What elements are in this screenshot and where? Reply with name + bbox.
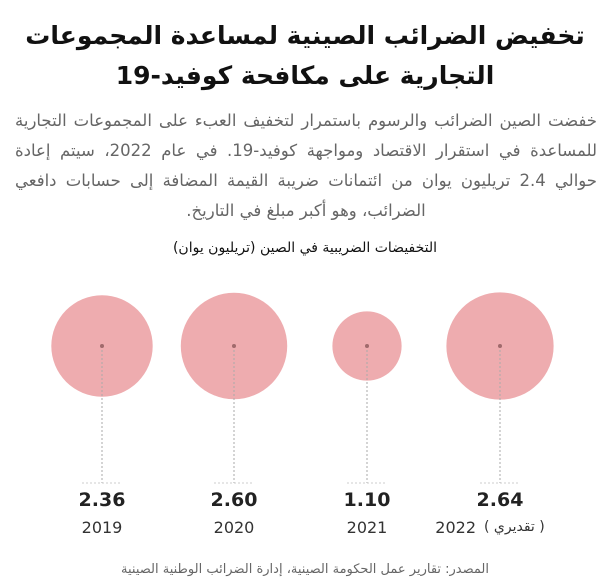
- bubble-center-dot: [100, 344, 104, 348]
- bubble-center-dot: [498, 344, 502, 348]
- year-label-2021: 2021: [346, 518, 388, 537]
- year-label-2022: 2022: [435, 518, 476, 537]
- intro-paragraph: خفضت الصين الضرائب والرسوم باستمرار لتخف…: [15, 111, 597, 220]
- value-label-2021: 1.10: [343, 489, 391, 511]
- chart-title: التخفيضات الضريبية في الصين (تريليون يوا…: [172, 240, 438, 256]
- year-label-2020: 2020: [213, 518, 255, 537]
- title-line-1: تخفيض الضرائب الصينية لمساعدة المجموعات: [25, 21, 585, 50]
- value-label-2022: 2.64: [476, 489, 524, 511]
- header-block: تخفيض الضرائب الصينية لمساعدة المجموعات …: [0, 16, 610, 258]
- bubble-center-dot: [365, 344, 369, 348]
- title-line-2: التجارية على مكافحة كوفيد-19: [115, 61, 495, 90]
- bubble-chart: [51, 292, 554, 484]
- estimate-note: ( تقديري ): [484, 519, 545, 535]
- source-note: المصدر: تقارير عمل الحكومة الصينية، إدار…: [121, 562, 489, 577]
- year-label-2019: 2019: [81, 518, 123, 537]
- value-label-2020: 2.60: [210, 489, 258, 511]
- bubble-center-dot: [232, 344, 236, 348]
- value-label-2019: 2.36: [78, 489, 126, 511]
